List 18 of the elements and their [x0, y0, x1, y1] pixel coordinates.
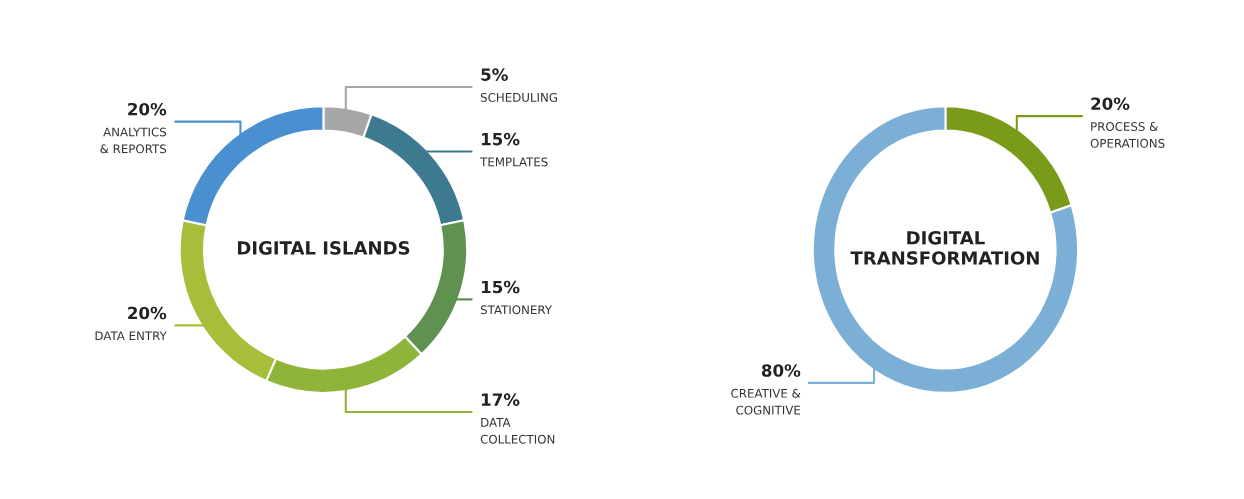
data-label: 5% [481, 68, 508, 81]
data-label: 80% [761, 364, 801, 377]
data-label: 20% [128, 102, 167, 116]
slice-label: DATA ENTRY [95, 331, 167, 341]
text: DIGITAL TRANSFORMATION [850, 230, 1039, 265]
data-label: 15% [482, 132, 520, 146]
data-label: 17% [482, 393, 520, 406]
slice-label: DATA COLLECTION [480, 418, 555, 444]
data-label: 20% [128, 306, 167, 320]
slice-label: SCHEDULING [480, 92, 557, 102]
slice-label: TEMPLATES [480, 157, 548, 167]
data-label: 20% [1091, 97, 1130, 110]
data-label: 15% [482, 280, 520, 294]
slice-label: ANALYTICS & REPORTS [100, 127, 167, 154]
slice-label: CREATIVE & COGNITIVE [731, 388, 801, 415]
text: DIGITAL ISLANDS [237, 241, 410, 255]
slice-label: STATIONERY [480, 305, 553, 315]
slice-label: PROCESS & OPERATIONS [1090, 122, 1165, 148]
